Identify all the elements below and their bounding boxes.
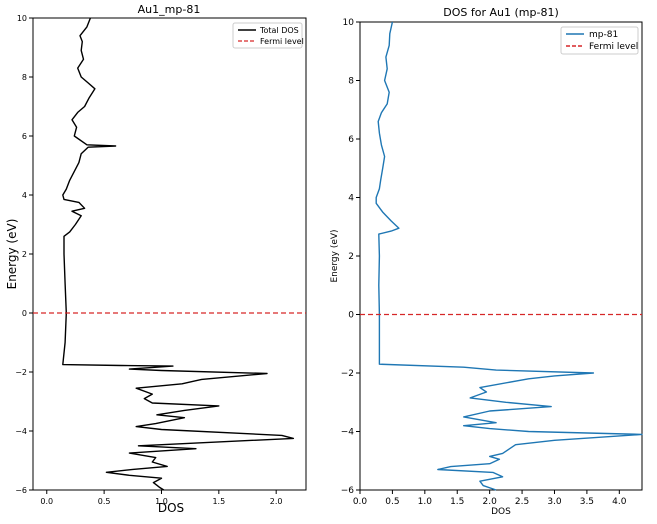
x-tick-label: 4.0 xyxy=(612,497,627,507)
y-tick-label: 6 xyxy=(348,135,354,145)
x-tick-label: 0.0 xyxy=(353,497,368,507)
x-tick-label: 0.5 xyxy=(385,497,399,507)
y-tick-label: −6 xyxy=(341,486,355,496)
y-tick-label: 10 xyxy=(17,14,27,23)
x-tick-label: 1.5 xyxy=(450,497,464,507)
chart-left: Au1_mp-81 DOS Energy (eV) 0.0 0.5 1.0 1.5 2.… xyxy=(5,3,307,515)
y-tick-label: −2 xyxy=(15,368,27,377)
x-tick-label: 2.0 xyxy=(482,497,497,507)
y-tick-label: 6 xyxy=(22,132,27,141)
x-tick-label: 3.5 xyxy=(580,497,594,507)
left-legend-label-total: Total DOS xyxy=(259,26,299,35)
right-legend-label-mp81: mp-81 xyxy=(589,30,618,40)
y-tick-label: −6 xyxy=(15,486,27,495)
x-tick-label: 3.0 xyxy=(547,497,562,507)
y-tick-label: −4 xyxy=(341,428,355,438)
right-y-ticks: −6 −4 −2 0 2 4 6 8 10 xyxy=(341,18,360,496)
left-series-group xyxy=(33,17,306,491)
y-tick-label: 4 xyxy=(348,194,354,204)
y-tick-label: 2 xyxy=(22,250,27,259)
y-tick-label: 8 xyxy=(22,73,27,82)
left-legend: Total DOS Fermi level xyxy=(232,22,304,49)
x-tick-label: 1.0 xyxy=(418,497,433,507)
right-y-axis-label: Energy (eV) xyxy=(330,229,340,282)
y-tick-label: 2 xyxy=(348,252,354,262)
y-tick-label: 10 xyxy=(343,18,355,28)
y-tick-label: 0 xyxy=(348,311,354,321)
left-legend-label-fermi: Fermi level xyxy=(260,37,304,46)
x-tick-label: 1.0 xyxy=(155,497,168,506)
chart-right: DOS for Au1 (mp-81) DOS Energy (eV) 0.0 0… xyxy=(330,6,643,517)
y-tick-label: 0 xyxy=(22,309,27,318)
dos-curve-mp-81 xyxy=(375,21,643,491)
y-tick-label: 8 xyxy=(348,77,354,87)
right-series-group xyxy=(360,21,643,491)
right-x-ticks: 0.0 0.5 1.0 1.5 2.0 2.5 3.0 3.5 4.0 xyxy=(353,490,627,507)
x-tick-label: 1.5 xyxy=(212,497,225,506)
y-tick-label: −4 xyxy=(15,427,27,436)
left-x-ticks: 0.0 0.5 1.0 1.5 2.0 xyxy=(40,490,283,506)
right-legend-label-fermi: Fermi level xyxy=(589,42,638,52)
x-tick-label: 2.0 xyxy=(270,497,283,506)
right-chart-title: DOS for Au1 (mp-81) xyxy=(443,6,558,19)
right-legend: mp-81 Fermi level xyxy=(560,26,639,55)
x-tick-label: 2.5 xyxy=(515,497,529,507)
left-y-ticks: −6 −4 −2 0 2 4 6 8 10 xyxy=(15,14,33,495)
right-x-axis-label: DOS xyxy=(491,507,511,517)
left-x-axis-label: DOS xyxy=(158,501,184,515)
x-tick-label: 0.0 xyxy=(40,497,53,506)
x-tick-label: 0.5 xyxy=(98,497,111,506)
left-y-axis-label: Energy (eV) xyxy=(5,219,19,290)
y-tick-label: −2 xyxy=(341,369,354,379)
y-tick-label: 4 xyxy=(22,191,27,200)
left-chart-title: Au1_mp-81 xyxy=(138,3,201,16)
